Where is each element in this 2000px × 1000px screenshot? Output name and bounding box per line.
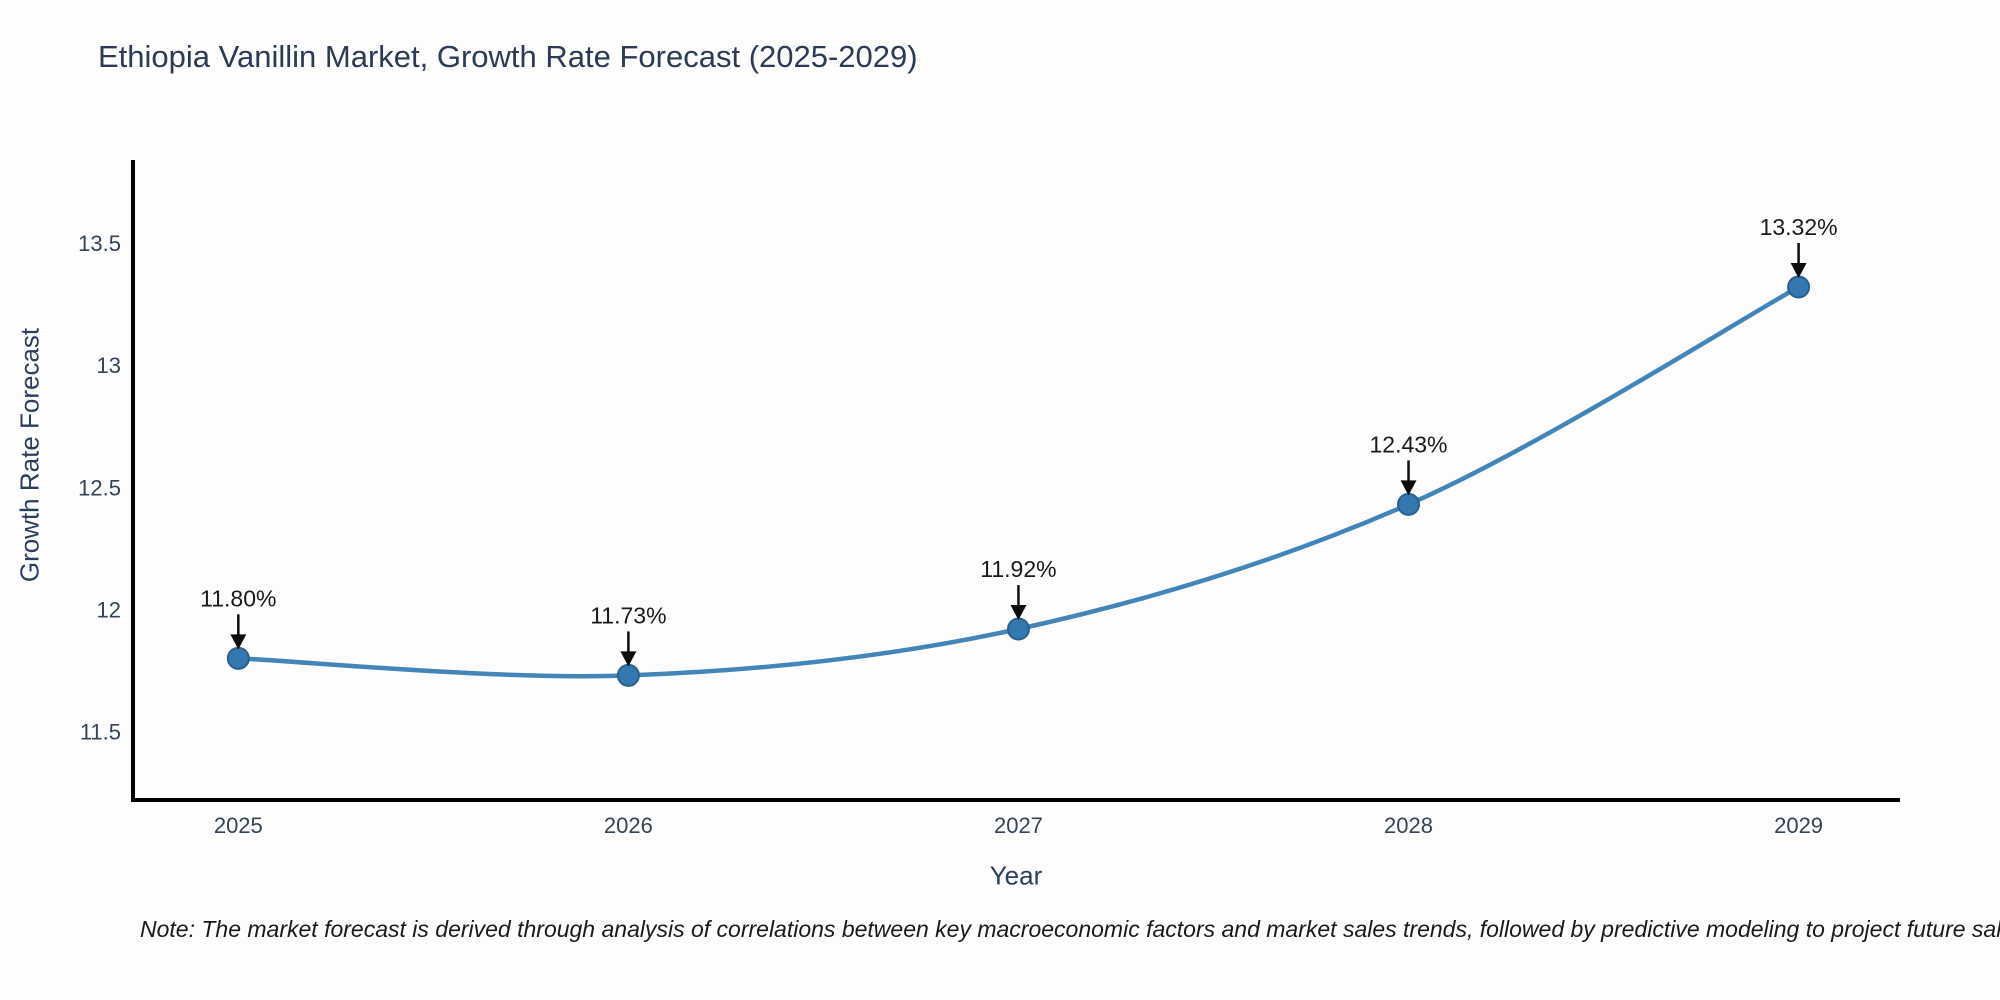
y-tick-label: 13: [97, 353, 121, 378]
y-tick-label: 11.5: [80, 720, 121, 745]
x-tick-label: 2029: [1774, 813, 1823, 838]
data-point-marker-2026: [616, 663, 640, 687]
x-tick-label: 2028: [1384, 813, 1433, 838]
chart-title: Ethiopia Vanillin Market, Growth Rate Fo…: [98, 39, 918, 74]
annotation-arrowhead-icon: [1790, 263, 1807, 279]
data-point-label-2029: 13.32%: [1760, 214, 1838, 240]
data-point-label-2027: 11.92%: [980, 556, 1056, 582]
annotation-arrowhead-icon: [1400, 480, 1417, 496]
footnote-text: Note: The market forecast is derived thr…: [140, 916, 2000, 942]
y-axis-title: Growth Rate Forecast: [14, 327, 45, 583]
data-point-label-2025: 11.80%: [200, 585, 276, 611]
annotation-arrowhead-icon: [230, 634, 247, 650]
y-tick-label: 13.5: [78, 231, 121, 256]
annotation-arrowhead-icon: [620, 651, 637, 667]
x-axis-title: Year: [989, 860, 1043, 891]
data-point-label-2026: 11.73%: [590, 602, 666, 628]
data-point-marker-2027: [1006, 617, 1030, 641]
y-tick-label: 12.5: [78, 475, 121, 500]
x-tick-label: 2027: [994, 813, 1043, 838]
x-tick-label: 2026: [604, 813, 653, 838]
x-tick-label: 2025: [214, 813, 263, 838]
annotation-arrowhead-icon: [1010, 605, 1027, 621]
data-point-marker-2029: [1787, 275, 1811, 299]
y-tick-label: 12: [97, 597, 121, 622]
data-point-label-2028: 12.43%: [1370, 431, 1448, 457]
data-point-marker-2025: [226, 646, 250, 670]
data-point-marker-2028: [1397, 492, 1421, 516]
